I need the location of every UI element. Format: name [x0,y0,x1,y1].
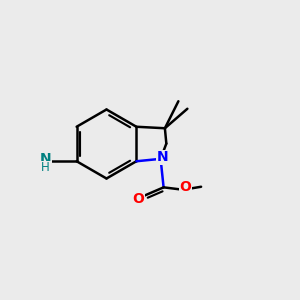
Text: O: O [180,180,191,194]
Text: H: H [41,161,50,174]
Text: H: H [41,161,50,174]
Text: N: N [156,150,168,164]
Text: N: N [40,152,52,166]
Text: N: N [156,150,168,164]
Text: O: O [180,180,191,194]
Text: O: O [132,192,144,206]
Text: O: O [132,192,144,206]
Text: N: N [40,152,52,166]
